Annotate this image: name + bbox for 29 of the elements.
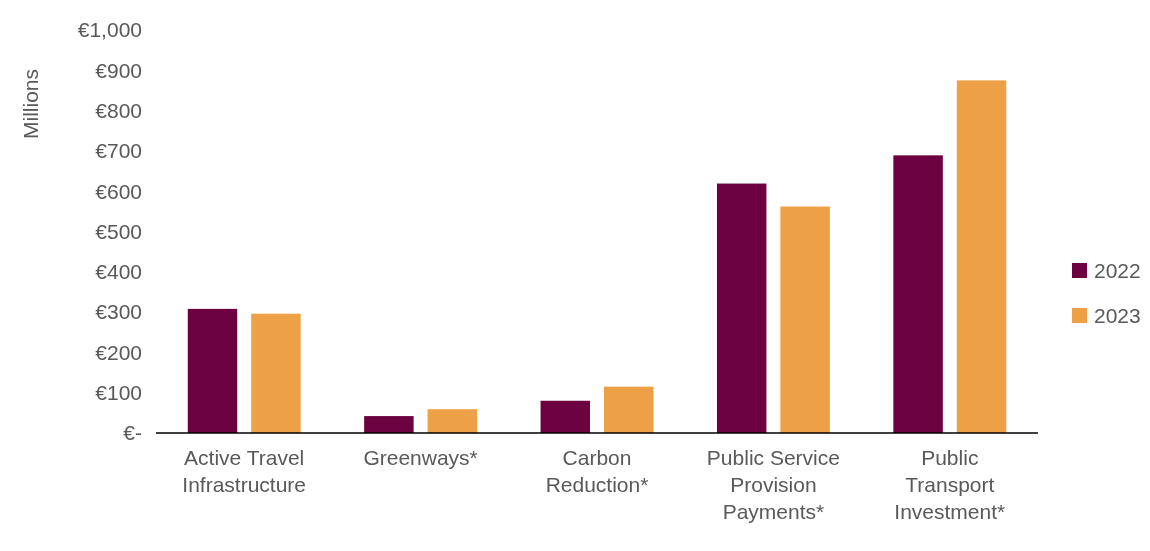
x-tick-label: Active Travel Infrastructure <box>182 446 307 496</box>
y-tick-label: €1,000 <box>77 18 142 42</box>
bar <box>251 313 301 433</box>
bar <box>893 155 943 433</box>
bar <box>187 308 238 433</box>
y-axis-title: Millions <box>19 68 42 140</box>
y-tick-label: €900 <box>95 58 142 82</box>
bar <box>603 386 654 433</box>
y-tick-label: €500 <box>95 219 142 243</box>
y-tick-label: €700 <box>95 139 142 163</box>
bar <box>780 206 830 433</box>
legend-label: 2022 <box>1094 259 1141 283</box>
bar <box>716 183 767 433</box>
bar <box>427 409 478 433</box>
y-tick-label: €- <box>123 421 142 445</box>
y-tick-label: €600 <box>95 179 142 203</box>
bar <box>540 400 591 433</box>
bar <box>956 80 1007 433</box>
x-tick-label: Public Transport Investment* <box>894 446 1006 523</box>
bar <box>364 416 414 433</box>
x-tick-label: Carbon Reduction* <box>545 446 649 496</box>
y-tick-label: €300 <box>95 300 142 324</box>
x-tick-label: Greenways* <box>363 446 478 469</box>
y-tick-label: €100 <box>95 381 142 405</box>
legend-label: 2023 <box>1094 304 1141 328</box>
x-tick-label: Public Service Provision Payments* <box>706 446 840 523</box>
y-tick-label: €200 <box>95 340 142 364</box>
y-tick-label: €400 <box>95 260 142 284</box>
y-tick-label: €800 <box>95 98 142 122</box>
